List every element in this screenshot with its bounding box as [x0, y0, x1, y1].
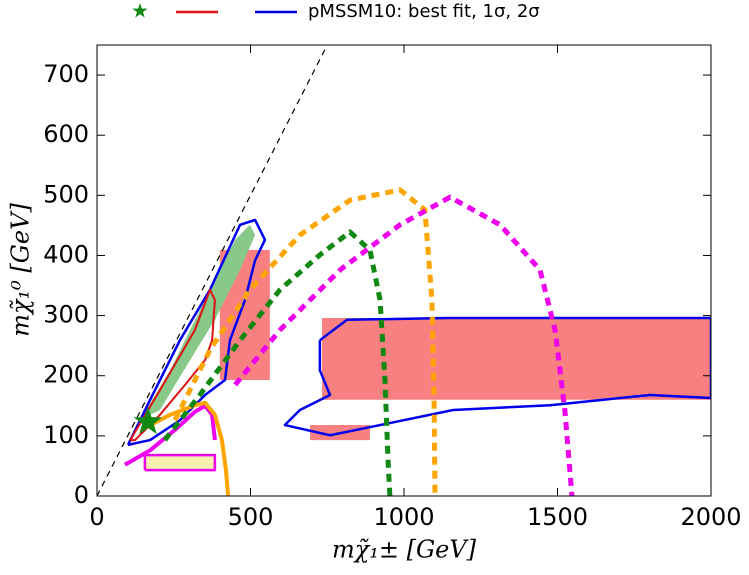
x-axis-label: mχ̃₁± [GeV] — [332, 536, 477, 564]
region — [322, 318, 711, 400]
best-fit-star — [133, 407, 163, 435]
x-tick-label: 2000 — [680, 503, 741, 531]
contour-line — [283, 316, 711, 437]
contour-line — [97, 45, 328, 496]
y-tick-label: 100 — [43, 421, 89, 449]
contour-line — [162, 229, 393, 496]
y-tick-label: 500 — [43, 180, 89, 208]
contour-line — [233, 194, 575, 496]
y-tick-label: 600 — [43, 120, 89, 148]
contour-line — [172, 187, 438, 496]
y-tick-label: 0 — [74, 481, 89, 509]
x-tick-label: 1000 — [373, 503, 434, 531]
contour-line — [143, 453, 217, 472]
y-tick-label: 200 — [43, 361, 89, 389]
y-axis-label: mχ̃₁⁰ [GeV] — [7, 203, 35, 337]
x-tick-label: 1500 — [527, 503, 588, 531]
y-tick-label: 700 — [43, 60, 89, 88]
legend-label: pMSSM10: best fit, 1σ, 2σ — [308, 1, 540, 22]
contour-line — [126, 218, 267, 447]
y-tick-label: 400 — [43, 240, 89, 268]
region — [144, 455, 215, 471]
x-tick-label: 500 — [228, 503, 274, 531]
plot-frame — [96, 44, 712, 497]
x-tick-label: 0 — [89, 503, 104, 531]
legend-star: ★ — [131, 0, 149, 23]
contour-line — [149, 400, 231, 496]
contour-line — [123, 403, 217, 467]
y-tick-label: 300 — [43, 301, 89, 329]
